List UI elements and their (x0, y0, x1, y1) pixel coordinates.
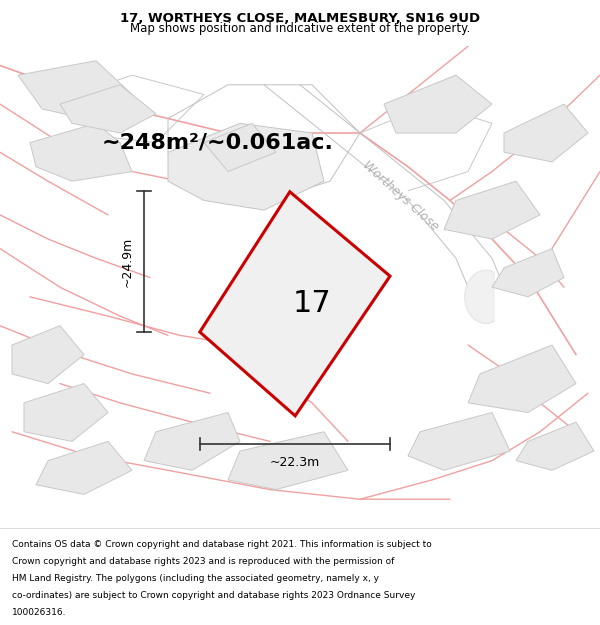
Polygon shape (12, 326, 84, 384)
Polygon shape (18, 61, 132, 119)
Text: HM Land Registry. The polygons (including the associated geometry, namely x, y: HM Land Registry. The polygons (includin… (12, 574, 379, 582)
Text: ~248m²/~0.061ac.: ~248m²/~0.061ac. (102, 132, 334, 152)
Polygon shape (444, 181, 540, 239)
Text: Contains OS data © Crown copyright and database right 2021. This information is : Contains OS data © Crown copyright and d… (12, 540, 432, 549)
Polygon shape (24, 384, 108, 441)
Text: co-ordinates) are subject to Crown copyright and database rights 2023 Ordnance S: co-ordinates) are subject to Crown copyr… (12, 591, 415, 599)
Polygon shape (204, 123, 276, 171)
Text: Map shows position and indicative extent of the property.: Map shows position and indicative extent… (130, 22, 470, 34)
Polygon shape (408, 412, 510, 470)
Polygon shape (30, 123, 132, 181)
Polygon shape (60, 85, 156, 133)
Polygon shape (228, 432, 348, 489)
Polygon shape (36, 441, 132, 494)
Text: 100026316.: 100026316. (12, 608, 67, 616)
Text: Wortheys Close: Wortheys Close (360, 158, 441, 233)
Text: ~24.9m: ~24.9m (120, 236, 133, 286)
Polygon shape (144, 412, 240, 470)
Text: 17, WORTHEYS CLOSE, MALMESBURY, SN16 9UD: 17, WORTHEYS CLOSE, MALMESBURY, SN16 9UD (120, 11, 480, 24)
Polygon shape (168, 123, 324, 210)
Polygon shape (504, 104, 588, 162)
Text: ~22.3m: ~22.3m (270, 456, 320, 469)
Polygon shape (200, 192, 390, 416)
Text: Crown copyright and database rights 2023 and is reproduced with the permission o: Crown copyright and database rights 2023… (12, 557, 394, 566)
Polygon shape (516, 422, 594, 470)
Polygon shape (492, 249, 564, 297)
Polygon shape (468, 345, 576, 413)
Polygon shape (465, 271, 494, 323)
Text: 17: 17 (292, 289, 331, 318)
Polygon shape (384, 75, 492, 133)
